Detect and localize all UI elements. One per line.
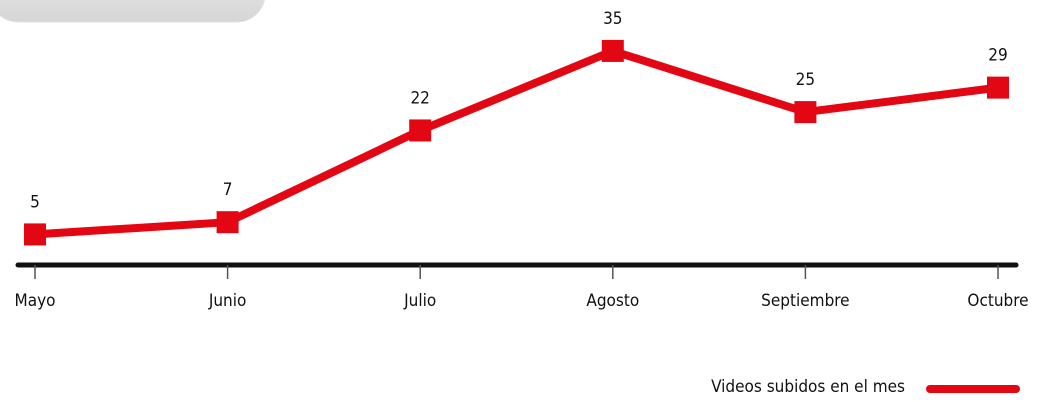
line	[34, 46, 999, 239]
x-tick-label: Julio	[403, 291, 436, 311]
marker	[409, 119, 432, 142]
x-tick-label: Mayo	[15, 291, 56, 311]
data-label: 7	[223, 180, 233, 200]
data-label: 35	[603, 9, 622, 29]
plot-area: Mayo Junio Julio Agosto Septiembre Octubre 5 7 2…	[15, 9, 1029, 311]
decoration	[0, 0, 265, 23]
x-tick-label: Agosto	[586, 291, 639, 311]
x-tick-label: Octubre	[967, 291, 1028, 311]
x-tick-label: Septiembre	[761, 291, 849, 311]
data-label: 25	[796, 70, 815, 90]
x-tick-label: Junio	[208, 291, 247, 311]
marker	[24, 223, 46, 246]
data-label: 22	[410, 88, 429, 108]
legend-label: Videos subidos en el mes	[711, 377, 905, 397]
data-label: 5	[30, 192, 40, 212]
marker	[794, 101, 817, 124]
marker	[987, 76, 1009, 99]
marker	[216, 211, 239, 234]
marker	[601, 39, 624, 62]
data-label: 29	[988, 46, 1007, 66]
